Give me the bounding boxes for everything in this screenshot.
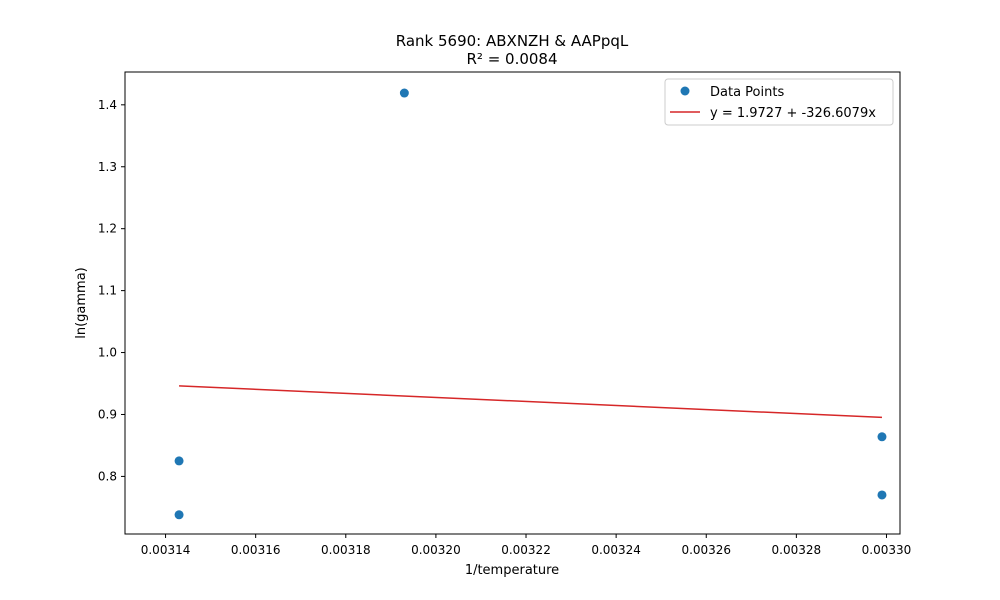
legend-marker-data-points — [680, 86, 690, 96]
x-tick-label: 0.00328 — [772, 543, 822, 557]
data-point — [399, 88, 409, 98]
data-point — [174, 456, 184, 466]
y-tick-label: 0.9 — [98, 407, 117, 421]
legend: Data Points y = 1.9727 + -326.6079x — [664, 78, 894, 126]
y-tick-label: 0.8 — [98, 469, 117, 483]
x-tick-label: 0.00320 — [411, 543, 461, 557]
y-axis-label: ln(gamma) — [74, 267, 89, 339]
data-point — [877, 432, 887, 442]
x-axis: 0.00314 0.00316 0.00318 0.00320 0.00322 0.003… — [141, 534, 912, 557]
x-tick-label: 0.00318 — [321, 543, 371, 557]
x-tick-label: 0.00322 — [501, 543, 551, 557]
y-tick-label: 1.1 — [98, 284, 117, 298]
legend-label-data-points: Data Points — [710, 85, 784, 100]
data-point — [174, 510, 184, 520]
series-layer — [174, 88, 887, 520]
x-tick-label: 0.00314 — [141, 543, 191, 557]
legend-box — [664, 78, 894, 126]
y-tick-label: 1.3 — [98, 160, 117, 174]
x-tick-label: 0.00330 — [862, 543, 912, 557]
x-axis-label: 1/temperature — [465, 563, 559, 578]
chart-title: Rank 5690: ABXNZH & AAPpqL — [396, 32, 629, 50]
x-tick-label: 0.00316 — [231, 543, 281, 557]
data-point — [877, 490, 887, 500]
legend-label-fit-line: y = 1.9727 + -326.6079x — [710, 106, 876, 121]
x-tick-label: 0.00326 — [681, 543, 731, 557]
y-tick-label: 1.2 — [98, 222, 117, 236]
fit-line — [179, 385, 883, 419]
x-tick-label: 0.00324 — [591, 543, 641, 557]
y-tick-label: 1.0 — [98, 346, 117, 360]
y-tick-label: 1.4 — [98, 98, 117, 112]
plot-area — [124, 71, 901, 535]
y-axis: 0.8 0.9 1.0 1.1 1.2 1.3 1.4 — [98, 98, 125, 483]
chart-subtitle: R² = 0.0084 — [466, 50, 557, 68]
